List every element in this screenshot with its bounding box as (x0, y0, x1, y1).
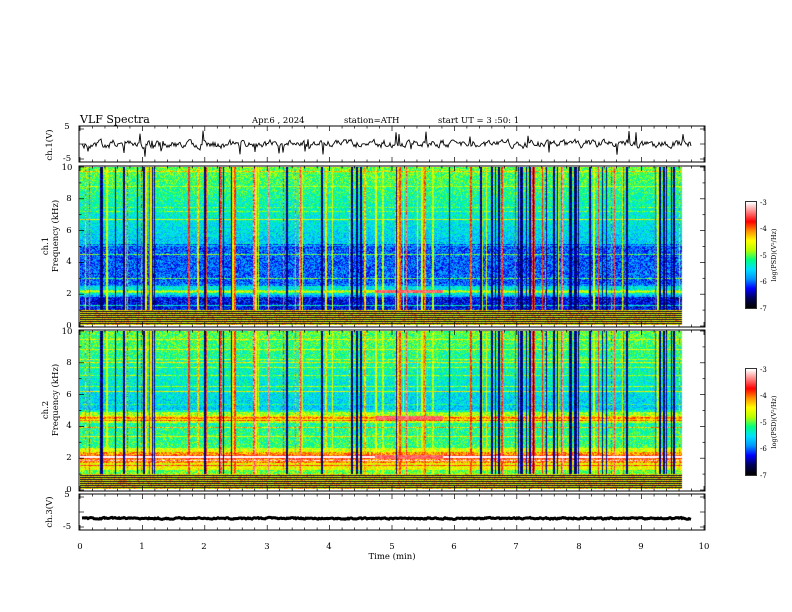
spec2-ytick-label: 0 (66, 485, 71, 495)
spec2-ytick-label: 2 (66, 453, 71, 463)
spec2-ytick-label: 6 (66, 390, 71, 400)
ch3-waveform-frame (78, 493, 706, 531)
spec1-channel-label: ch.1 (41, 237, 51, 255)
cb2-tick-label: -7 (760, 472, 767, 480)
spec2-ylabel: Frequency (kHz) (50, 364, 61, 436)
ch1-colorbar-gradient (746, 202, 756, 308)
ch3-ytick-label: 5 (64, 490, 69, 500)
cb1-tick-label: -3 (760, 199, 767, 207)
spec1-ylabel: Frequency (kHz) (50, 200, 61, 272)
spec2-ytick-label: 10 (62, 327, 73, 337)
ch2-colorbar-gradient (746, 369, 756, 475)
cb1-tick-label: -6 (760, 278, 767, 286)
ch1-ytick-label: 5 (64, 122, 69, 132)
ch3-waveform-trace (81, 515, 692, 522)
cb1-label: log(PSD)(V²/Hz) (770, 228, 778, 281)
xtick-label: 6 (451, 542, 456, 552)
x-axis-label: Time (min) (368, 551, 415, 562)
ch2-spectrogram-frame (78, 329, 706, 492)
ch1-waveform-ylabel: ch.1(V) (44, 129, 55, 160)
cb2-tick-label: -3 (760, 366, 767, 374)
cb2-tick-label: -4 (760, 392, 767, 400)
ch3-ytick-label: -5 (63, 522, 71, 532)
cb2-label: log(PSD)(V²/Hz) (770, 395, 778, 448)
xtick-label: 10 (699, 542, 710, 552)
spec2-channel-label: ch.2 (41, 401, 51, 419)
ch2-colorbar-frame (745, 368, 757, 476)
spec2-ytick-label: 4 (66, 421, 71, 431)
ch1-waveform-trace (81, 130, 692, 157)
ch1-colorbar-frame (745, 201, 757, 309)
spec1-ytick-label: 2 (66, 289, 71, 299)
xtick-label: 8 (576, 542, 581, 552)
spec2-ytick-label: 8 (66, 358, 71, 368)
cb1-tick-label: -7 (760, 305, 767, 313)
xtick-label: 9 (638, 542, 643, 552)
cb1-tick-label: -5 (760, 252, 767, 260)
xtick-label: 4 (326, 542, 331, 552)
xtick-label: 0 (77, 542, 82, 552)
ch1-spectrogram-image (80, 167, 694, 325)
header-date: Apr.6 , 2024 (251, 116, 305, 126)
spec1-ytick-label: 6 (66, 226, 71, 236)
ch1-ytick-label: -5 (63, 154, 71, 164)
xtick-label: 2 (201, 542, 206, 552)
header-station: station=ATH (344, 116, 399, 126)
cb1-tick-label: -4 (760, 225, 767, 233)
xtick-label: 7 (513, 542, 518, 552)
ch3-waveform-ylabel: ch.3(V) (44, 496, 55, 527)
ch1-spectrogram-frame (78, 165, 706, 328)
cb2-tick-label: -5 (760, 419, 767, 427)
xtick-label: 1 (139, 542, 144, 552)
spec1-ytick-label: 8 (66, 194, 71, 204)
figure-title: VLF Spectra (79, 113, 150, 126)
xtick-label: 3 (264, 542, 269, 552)
spec1-ytick-label: 10 (62, 163, 73, 173)
header-start-ut: start UT = 3 :50: 1 (438, 116, 519, 126)
ch2-spectrogram-image (80, 331, 694, 489)
xtick-label: 5 (389, 542, 394, 552)
waveform-traces (81, 130, 692, 522)
axis-ticks (79, 126, 705, 530)
spec1-ytick-label: 4 (66, 257, 71, 267)
spec1-ytick-label: 0 (66, 321, 71, 331)
cb2-tick-label: -6 (760, 445, 767, 453)
